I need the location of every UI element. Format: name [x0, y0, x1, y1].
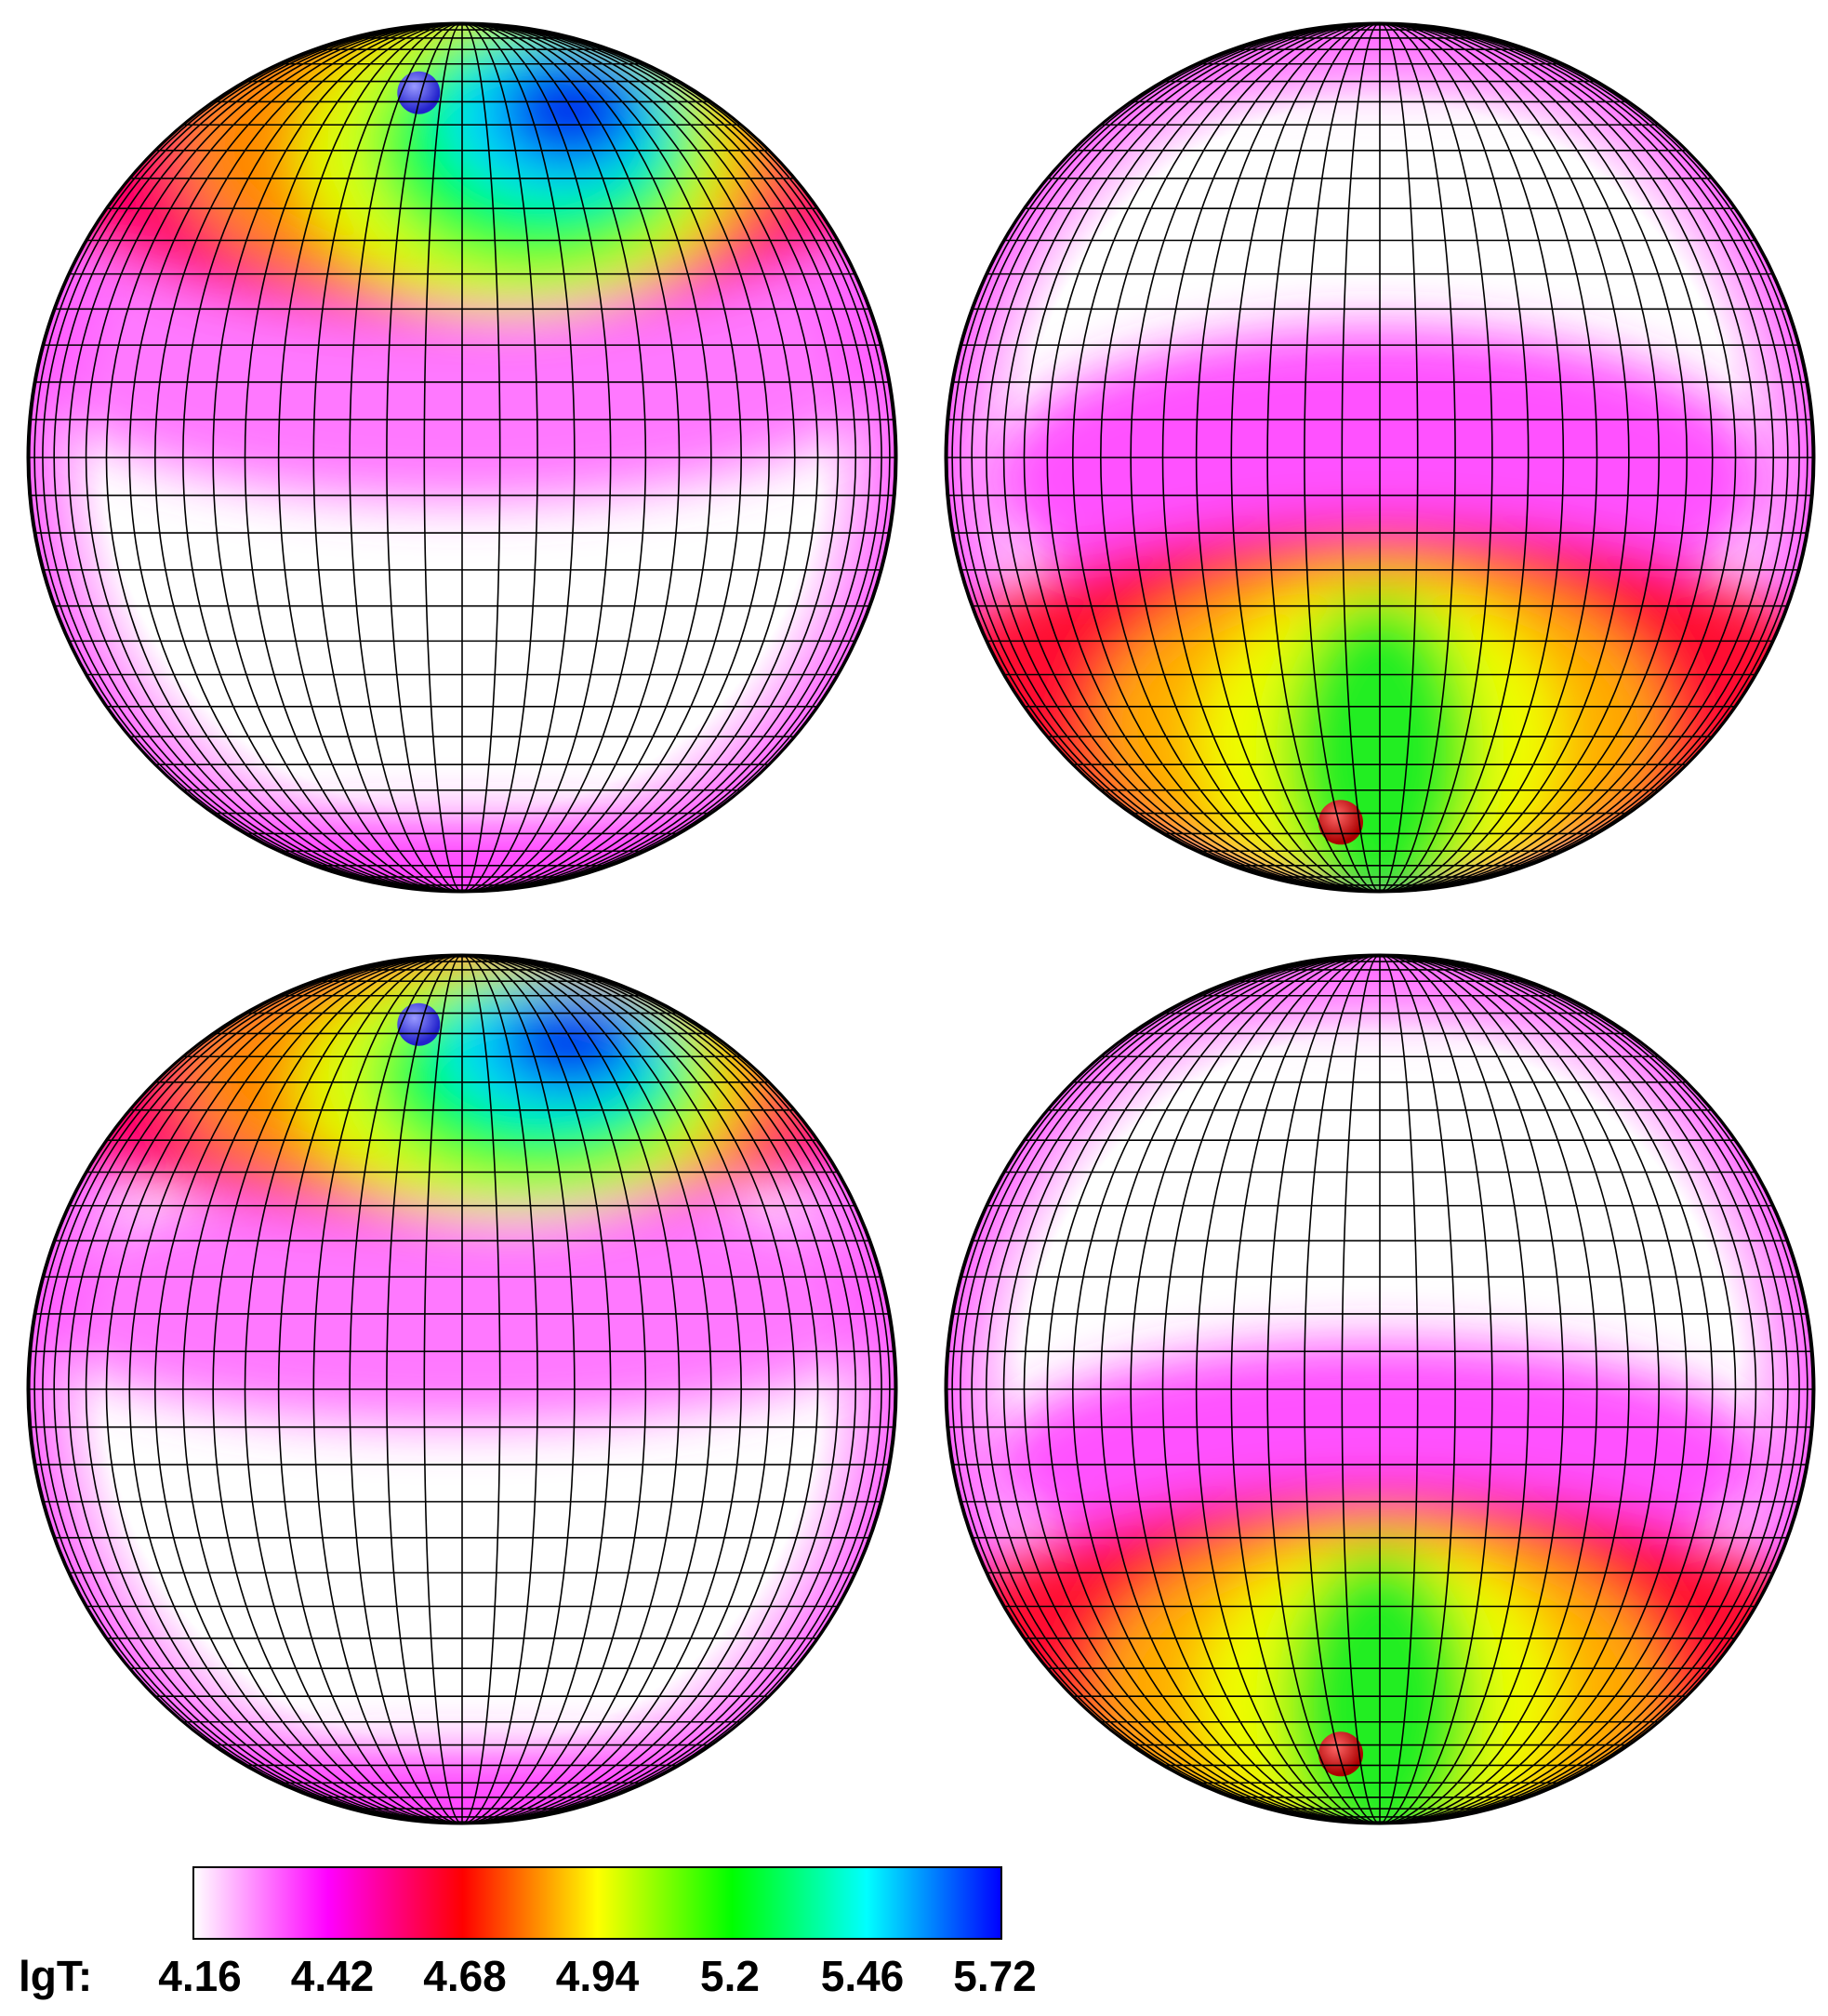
sphere — [28, 955, 896, 1824]
sphere — [28, 23, 896, 892]
hot-pole-marker — [397, 1002, 441, 1046]
tick-label: 5.2 — [700, 1952, 760, 2000]
sphere-outline — [26, 21, 898, 894]
sphere — [946, 955, 1814, 1824]
tick-label: 5.46 — [821, 1952, 905, 2000]
grid — [946, 955, 1814, 1824]
tick-label: 4.94 — [556, 1952, 640, 2000]
tick-label: 5.72 — [953, 1952, 1037, 2000]
sphere — [946, 23, 1814, 892]
grid — [28, 23, 896, 892]
sphere-outline — [944, 21, 1816, 894]
sphere-outline — [26, 953, 898, 1825]
grid — [28, 955, 896, 1824]
colorbar-label: lgT: — [19, 1952, 92, 2000]
tick-label: 4.42 — [291, 1952, 375, 2000]
sphere-outline — [944, 953, 1816, 1825]
tick-label: 4.16 — [158, 1952, 242, 2000]
tick-label: 4.68 — [423, 1952, 507, 2000]
colorbar — [192, 1866, 1002, 1940]
hot-pole-marker — [397, 71, 441, 114]
